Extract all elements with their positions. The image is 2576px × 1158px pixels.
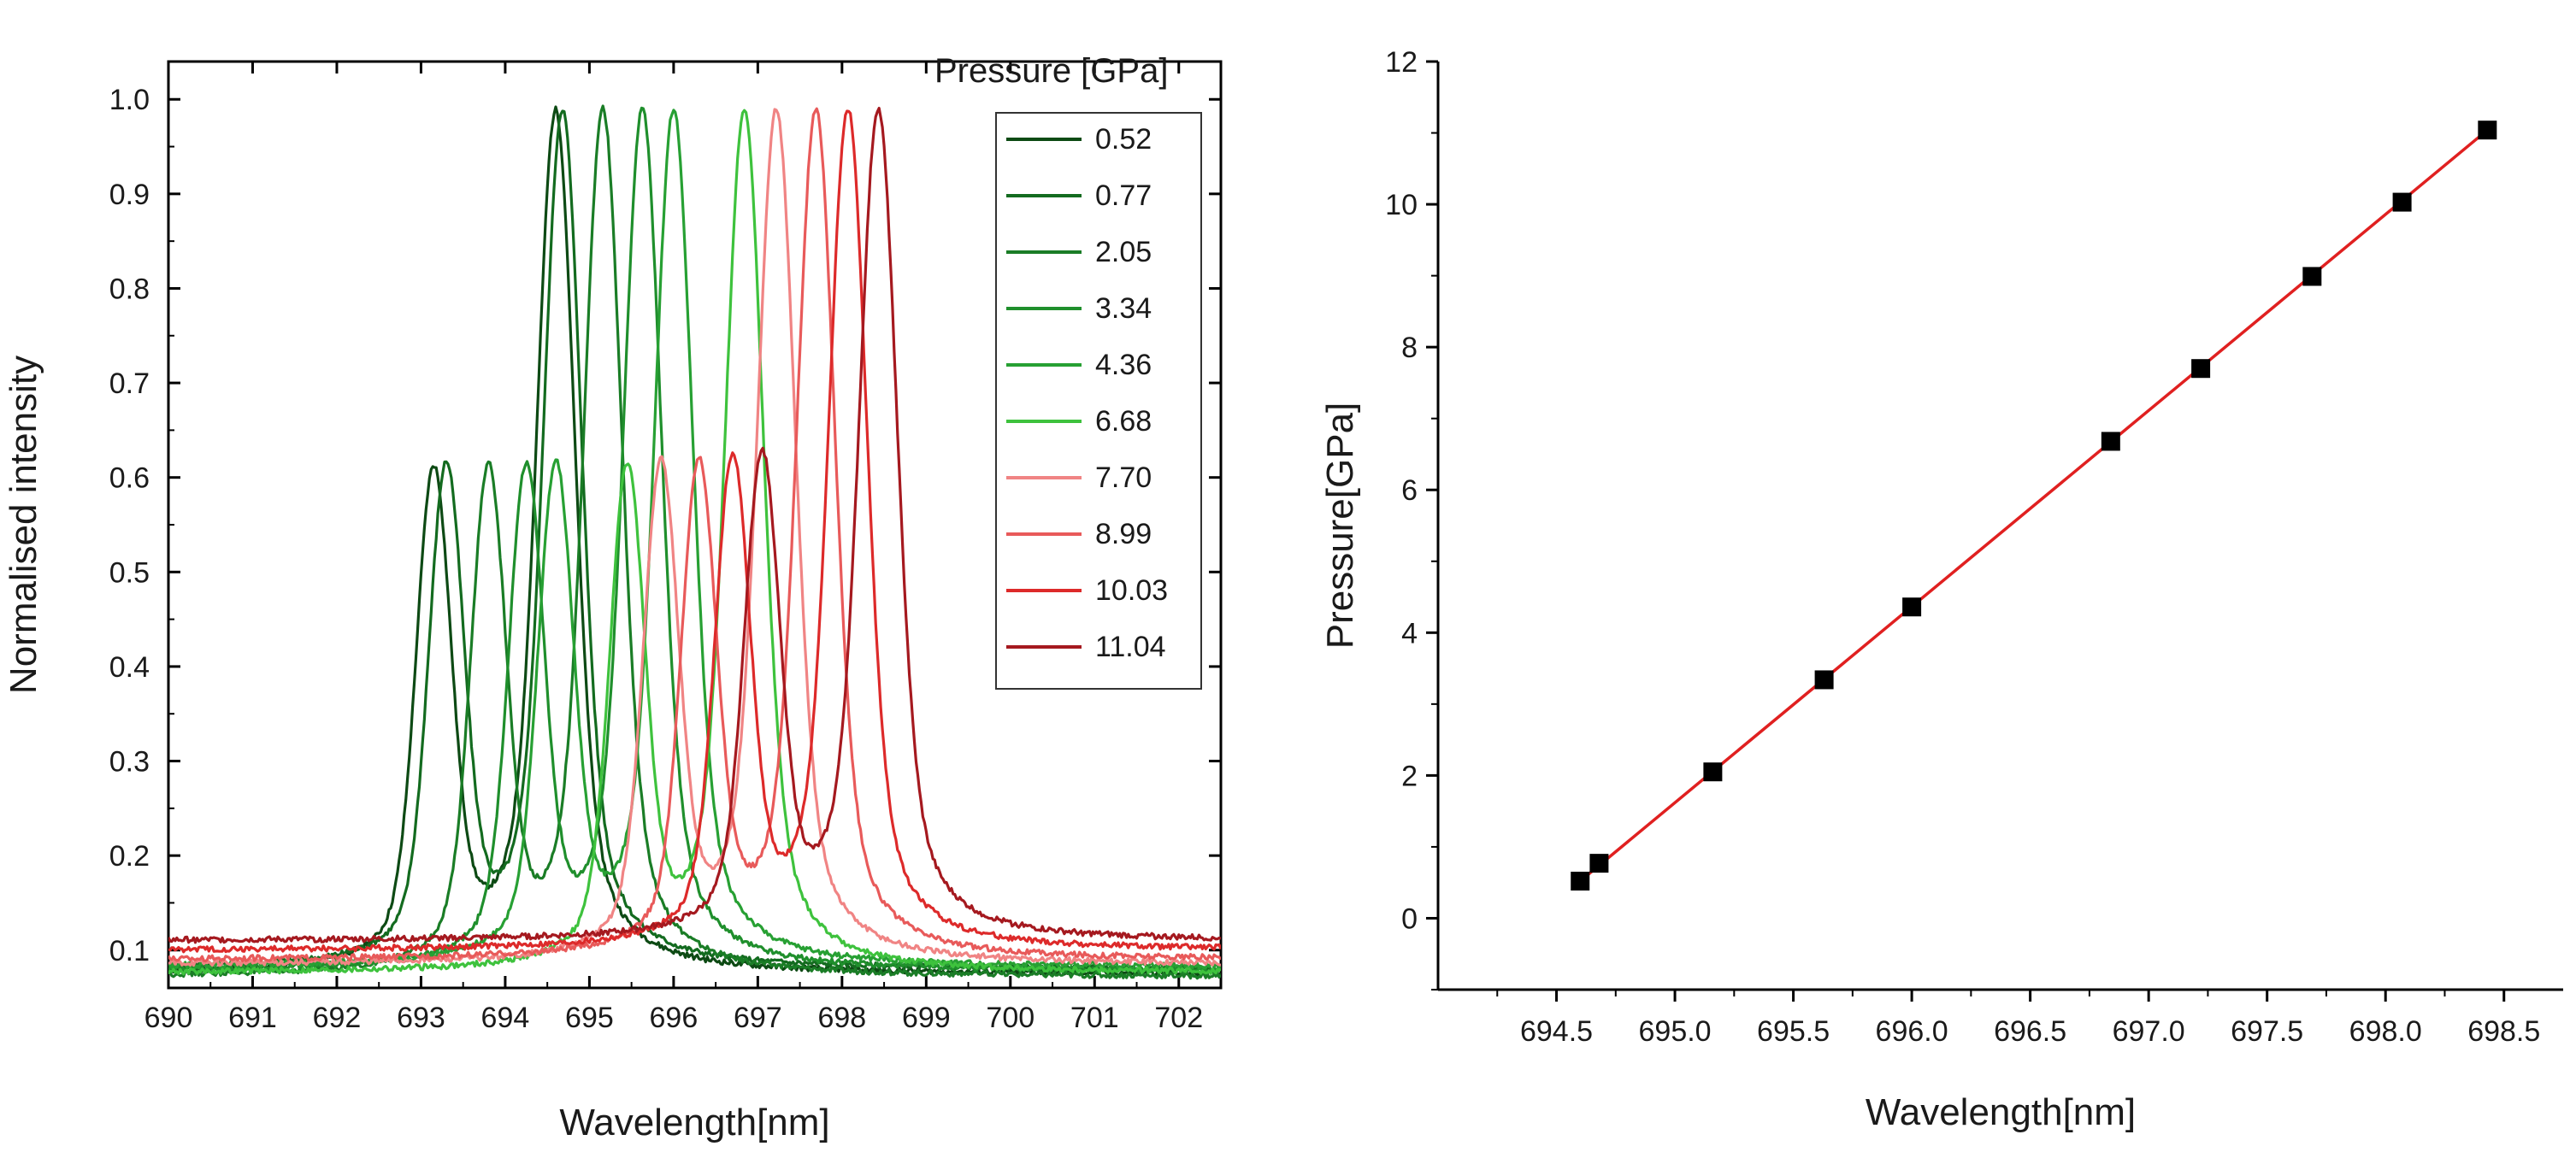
x-tick-label: 693 xyxy=(397,1002,445,1034)
legend-label: 0.52 xyxy=(1095,123,1152,156)
legend-label: 6.68 xyxy=(1095,405,1152,438)
x-axis-label: Wavelength[nm] xyxy=(1866,1091,2136,1133)
x-tick-label: 690 xyxy=(144,1002,193,1034)
x-axis-label: Wavelength[nm] xyxy=(559,1102,829,1143)
legend-label: 4.36 xyxy=(1095,349,1152,381)
y-tick-label: 0.6 xyxy=(109,462,150,495)
data-point xyxy=(2302,267,2322,286)
x-tick-label: 695 xyxy=(565,1002,614,1034)
y-tick-label: 0.2 xyxy=(109,840,150,873)
y-axis-label: Pressure[GPa] xyxy=(1319,403,1361,650)
y-axis-label: Normalised intensity xyxy=(3,356,44,694)
legend-label: 10.03 xyxy=(1095,574,1168,607)
fit-line xyxy=(1579,128,2489,883)
y-tick-label: 0.8 xyxy=(109,273,150,305)
y-tick-label: 0.5 xyxy=(109,556,150,589)
x-tick-label: 696.5 xyxy=(1994,1015,2066,1048)
x-tick-label: 697 xyxy=(734,1002,782,1034)
spectra-chart: 690 691 692 693 694 695 696 697 698 699 700 701 702 0… xyxy=(3,52,1223,1143)
spectrum-line-8-99 xyxy=(168,107,1221,963)
x-tick-label: 698 xyxy=(817,1002,866,1034)
legend-label: 11.04 xyxy=(1095,631,1166,663)
x-tick-label: 697.5 xyxy=(2231,1015,2303,1048)
spectrum-line-11-04 xyxy=(168,107,1221,944)
legend-box xyxy=(995,112,1202,690)
y-tick-label: 6 xyxy=(1401,474,1418,507)
series-group xyxy=(168,104,1221,980)
legend-label: 7.70 xyxy=(1095,461,1152,494)
calibration-chart: 694.5 695.0 695.5 696.0 696.5 697.0 697.5 698.0… xyxy=(1319,46,2563,1133)
data-point xyxy=(1814,670,1834,690)
x-tick-label: 694.5 xyxy=(1520,1015,1593,1048)
spectrum-line-2-05 xyxy=(168,104,1221,980)
data-point xyxy=(2392,192,2412,212)
x-tick-label: 698.0 xyxy=(2349,1015,2422,1048)
x-tick-label: 691 xyxy=(228,1002,277,1034)
y-tick-label: 0.7 xyxy=(109,367,150,400)
data-point xyxy=(2191,359,2211,379)
x-tick-label: 692 xyxy=(313,1002,362,1034)
data-point xyxy=(1571,872,1590,891)
x-tick-label: 696 xyxy=(650,1002,699,1034)
legend-label: 8.99 xyxy=(1095,518,1152,550)
x-tick-label: 695.0 xyxy=(1639,1015,1712,1048)
data-point xyxy=(1703,762,1723,782)
legend-label: 0.77 xyxy=(1095,179,1152,212)
y-tick-label: 0.4 xyxy=(109,651,150,684)
y-tick-label: 0.9 xyxy=(109,179,150,211)
data-point xyxy=(2478,121,2497,140)
y-tick-label: 4 xyxy=(1401,617,1418,650)
x-tick-label: 700 xyxy=(986,1002,1035,1034)
y-tick-label: 0.3 xyxy=(109,746,150,779)
y-tick-label: 10 xyxy=(1385,189,1418,221)
data-point xyxy=(1902,597,1922,617)
y-tick-label: 0.1 xyxy=(109,935,150,967)
y-tick-label: 12 xyxy=(1385,46,1418,79)
x-tick-label: 697.0 xyxy=(2113,1015,2185,1048)
y-tick-label: 2 xyxy=(1401,760,1418,792)
x-tick-label: 702 xyxy=(1154,1002,1203,1034)
data-point xyxy=(1589,854,1609,873)
x-tick-label: 694 xyxy=(481,1002,530,1034)
x-tick-label: 699 xyxy=(902,1002,951,1034)
x-tick-label: 698.5 xyxy=(2467,1015,2540,1048)
y-tick-label: 1.0 xyxy=(109,84,150,116)
spectrum-line-7-70 xyxy=(168,108,1221,967)
legend-label: 2.05 xyxy=(1095,236,1152,268)
y-tick-label: 8 xyxy=(1401,332,1418,364)
x-tick-label: 696.0 xyxy=(1876,1015,1948,1048)
x-tick-label: 701 xyxy=(1070,1002,1119,1034)
legend-label: 3.34 xyxy=(1095,292,1152,325)
spectrum-line-6-68 xyxy=(168,109,1221,976)
y-tick-label: 0 xyxy=(1401,902,1418,935)
spectrum-line-10-03 xyxy=(168,109,1221,954)
x-tick-label: 695.5 xyxy=(1757,1015,1830,1048)
legend-title: Pressure [GPa] xyxy=(934,52,1168,90)
data-point xyxy=(2101,432,2120,451)
